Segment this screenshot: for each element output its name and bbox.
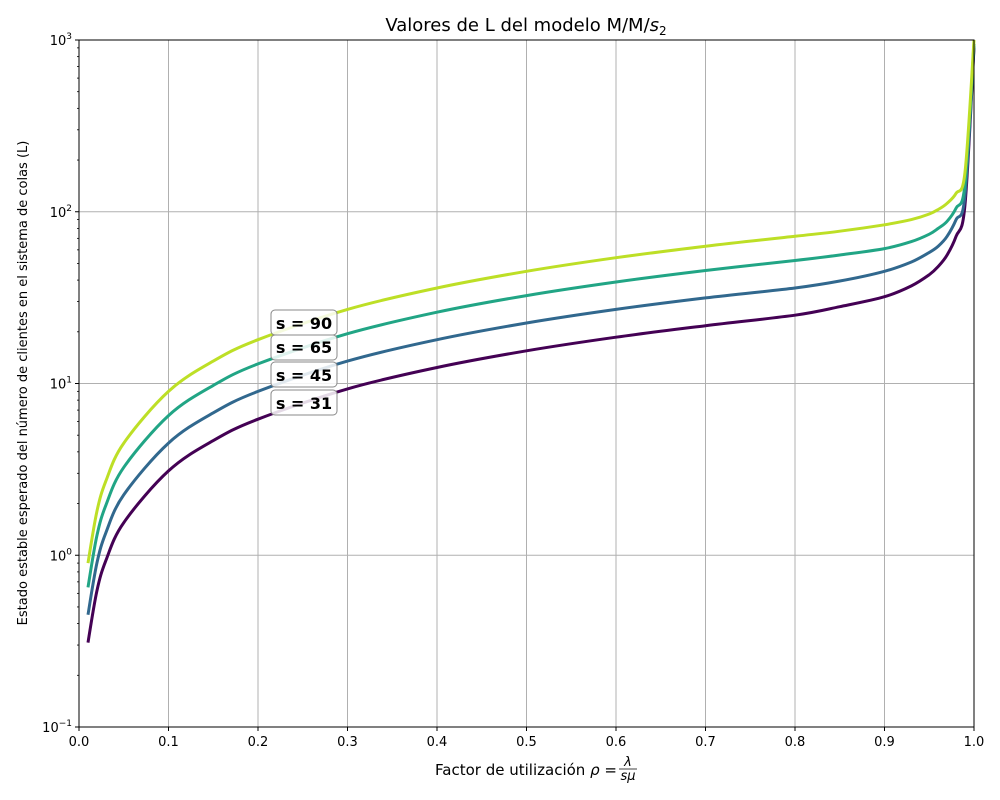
x-tick-label: 0.3 bbox=[337, 735, 358, 750]
x-tick-label: 0.4 bbox=[427, 735, 448, 750]
y-tick-label: 103 bbox=[50, 32, 72, 49]
x-tick-label: 0.6 bbox=[606, 735, 627, 750]
x-tick-label: 0.0 bbox=[69, 735, 90, 750]
annotation-s65: s = 65 bbox=[270, 334, 338, 361]
annotation-s90: s = 90 bbox=[270, 309, 338, 336]
x-tick-label: 0.8 bbox=[785, 735, 806, 750]
x-tick-label: 0.9 bbox=[874, 735, 895, 750]
series-line-s31 bbox=[86, 47, 976, 643]
x-axis-label-fraction: λ sμ bbox=[619, 755, 637, 784]
series-lines bbox=[86, 39, 976, 643]
annotation-s45-text: s = 45 bbox=[276, 366, 332, 385]
series-line-s45 bbox=[86, 46, 976, 616]
annotation-s65-text: s = 65 bbox=[276, 338, 332, 357]
x-tick-label: 0.1 bbox=[158, 735, 179, 750]
chart-title-text: Valores de L del modelo M/M/ bbox=[385, 15, 650, 36]
x-axis-label-text: Factor de utilización bbox=[435, 761, 590, 779]
annotation-s31-text: s = 31 bbox=[276, 394, 332, 413]
x-axis-label-denominator: sμ bbox=[620, 769, 635, 784]
y-tick-label: 100 bbox=[50, 547, 73, 564]
x-tick-label: 1.0 bbox=[964, 735, 985, 750]
chart-title: Valores de L del modelo M/M/s2 bbox=[385, 15, 666, 38]
y-axis-label: Estado estable esperado del número de cl… bbox=[16, 141, 31, 626]
annotation-s45: s = 45 bbox=[270, 361, 338, 388]
x-axis-label-math: ρ = bbox=[590, 761, 617, 779]
annotations: s = 90 s = 65 s = 45 s = 31 bbox=[270, 309, 338, 416]
grid bbox=[78, 39, 975, 728]
x-tick-label: 0.7 bbox=[695, 735, 716, 750]
annotation-s90-text: s = 90 bbox=[276, 314, 332, 333]
series-line-s90 bbox=[86, 39, 976, 564]
annotation-s31: s = 31 bbox=[270, 389, 338, 416]
x-axis-ticks: 0.0 0.1 0.2 0.3 0.4 0.5 0.6 0.7 0.8 0.9 1.0 bbox=[69, 727, 985, 750]
x-tick-label: 0.5 bbox=[516, 735, 537, 750]
y-axis-ticks: 10−1 100 101 102 103 bbox=[42, 32, 79, 736]
y-tick-label: 101 bbox=[50, 376, 72, 393]
chart-title-var: s bbox=[650, 15, 659, 36]
y-tick-label: 10−1 bbox=[42, 719, 72, 736]
series-line-s65 bbox=[86, 43, 976, 588]
x-tick-label: 0.2 bbox=[248, 735, 269, 750]
x-axis-label: Factor de utilización ρ = bbox=[435, 761, 617, 779]
chart-title-sub: 2 bbox=[659, 24, 667, 38]
y-tick-label: 102 bbox=[50, 204, 72, 221]
x-axis-label-numerator: λ bbox=[623, 755, 632, 770]
